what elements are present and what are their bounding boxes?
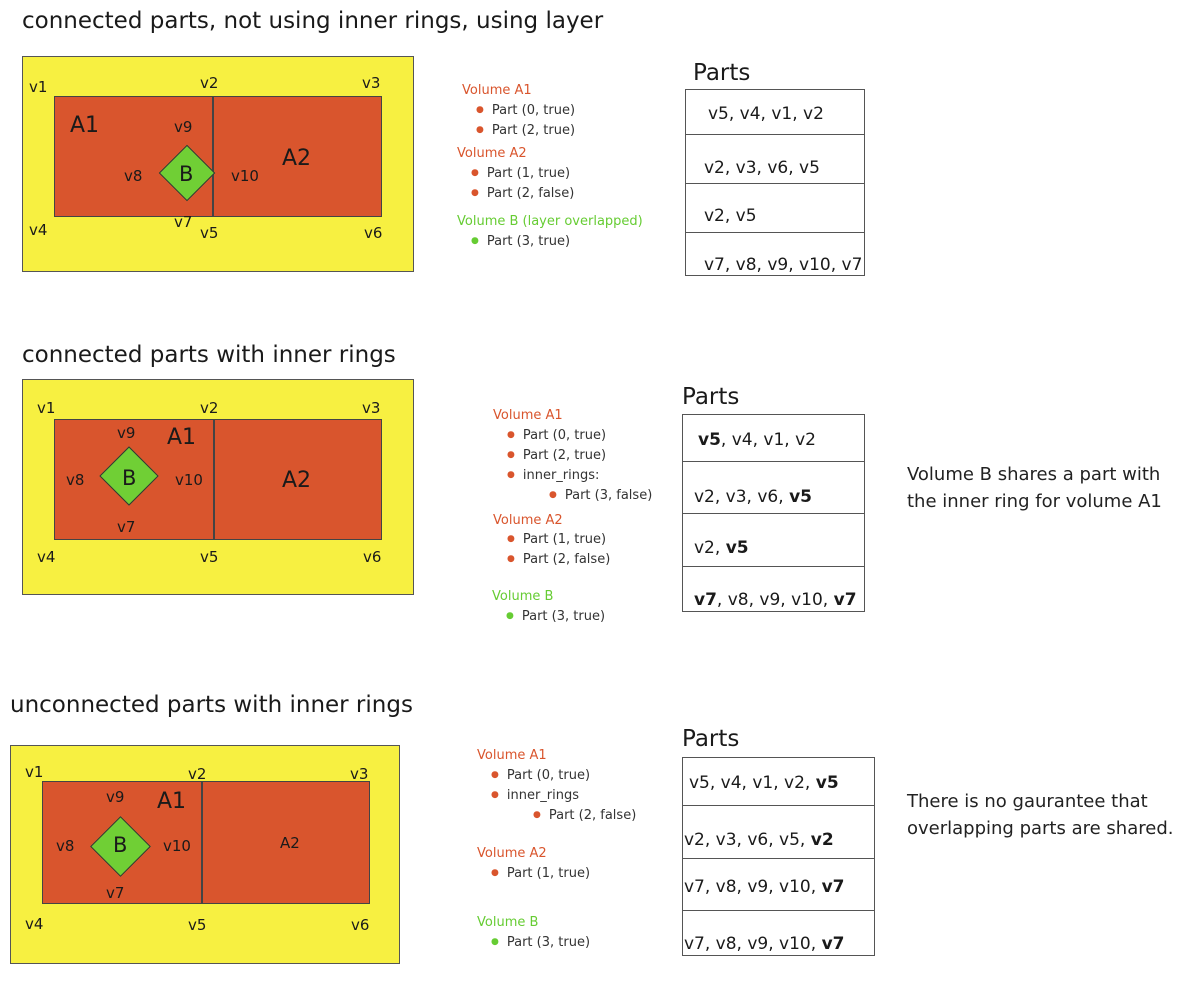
parts-row: v5, v4, v1, v2, v5: [689, 773, 839, 793]
section-3-diagram: A1 A2 B v1 v2 v3 v4 v5 v6 v7 v8 v9 v10: [10, 745, 400, 964]
area-b-label: B: [179, 162, 194, 186]
section-2-diagram: A1 A2 B v1 v2 v3 v4 v5 v6 v7 v8 v9 v10: [22, 379, 414, 595]
a1-a2-boundary: [212, 96, 214, 217]
vertex-v10: v10: [231, 167, 259, 185]
vertex-v3: v3: [362, 74, 381, 92]
vertex-v8: v8: [66, 471, 85, 489]
parts-row: v2, v5: [704, 206, 757, 226]
parts-row: v2, v5: [694, 538, 749, 558]
area-a1-label: A1: [157, 789, 187, 814]
vertex-v10: v10: [175, 471, 203, 489]
section-2-note: Volume B shares a part with the inner ri…: [907, 464, 1162, 512]
parts-row: v2, v3, v6, v5, v2: [684, 830, 834, 850]
volume-b-part: ● Part (3, true): [506, 609, 606, 624]
area-b-label: B: [122, 466, 137, 490]
parts-row: v5, v4, v1, v2: [698, 430, 816, 450]
vertex-v10: v10: [163, 837, 191, 855]
volume-a1-part: ● Part (0, true): [507, 428, 607, 443]
volume-b-title: Volume B: [477, 915, 539, 930]
area-a2-label: A2: [282, 468, 312, 493]
vertex-v3: v3: [350, 765, 369, 783]
area-a1-label: A1: [70, 113, 100, 138]
vertex-v4: v4: [25, 915, 44, 933]
volume-b-title: Volume B: [492, 589, 554, 604]
parts-row: v7, v8, v9, v10, v7: [684, 934, 845, 954]
section-3-parts-title: Parts: [682, 726, 740, 752]
a1-a2-boundary: [213, 419, 215, 540]
volume-a2-title: Volume A2: [493, 513, 563, 528]
vertex-v6: v6: [363, 548, 382, 566]
vertex-v7: v7: [174, 213, 193, 231]
vertex-v2: v2: [200, 399, 219, 417]
vertex-v5: v5: [200, 224, 219, 242]
volume-a1-part: ● Part (0, true): [491, 768, 591, 783]
vertex-v6: v6: [351, 916, 370, 934]
section-2-parts-title: Parts: [682, 384, 740, 410]
vertex-v7: v7: [117, 518, 136, 536]
volume-a1-part: ● Part (0, true): [476, 103, 576, 118]
volume-a1-title: Volume A1: [462, 83, 532, 98]
volume-a2-title: Volume A2: [477, 846, 547, 861]
volume-b-part: ● Part (3, true): [491, 935, 591, 950]
volume-a1-part: ● Part (2, true): [507, 448, 607, 463]
vertex-v7: v7: [106, 884, 125, 902]
parts-row: v5, v4, v1, v2: [708, 104, 824, 124]
parts-row: v2, v3, v6, v5: [704, 158, 820, 178]
volume-a1-title: Volume A1: [493, 408, 563, 423]
section-3-note: There is no gaurantee that overlapping p…: [907, 791, 1174, 839]
vertex-v8: v8: [56, 837, 75, 855]
vertex-v4: v4: [37, 548, 56, 566]
section-1-diagram: A1 A2 B v1 v2 v3 v4 v5 v6 v7 v8 v9 v10: [22, 56, 414, 272]
volume-a2-part: ● Part (1, true): [507, 532, 607, 547]
volume-a2-part: ● Part (1, true): [491, 866, 591, 881]
volume-a1-part: ● Part (2, true): [476, 123, 576, 138]
volume-a2-part: ● Part (1, true): [471, 166, 571, 181]
vertex-v2: v2: [188, 765, 207, 783]
area-a1-label: A1: [167, 425, 197, 450]
volume-b-title: Volume B (layer overlapped): [457, 214, 643, 229]
area-a2-label: A2: [280, 834, 300, 852]
volume-a1-inner-ring-part: ● Part (3, false): [549, 488, 653, 503]
volume-a1-inner-ring-part: ● Part (2, false): [533, 808, 637, 823]
parts-row: v7, v8, v9, v10, v7: [694, 590, 857, 610]
parts-row: v2, v3, v6, v5: [694, 487, 812, 507]
section-2-parts-table: v5, v4, v1, v2 v2, v3, v6, v5 v2, v5 v7,…: [682, 414, 865, 612]
volume-a2-title: Volume A2: [457, 146, 527, 161]
vertex-v2: v2: [200, 74, 219, 92]
section-1-heading: connected parts, not using inner rings, …: [22, 8, 604, 34]
vertex-v5: v5: [200, 548, 219, 566]
vertex-v1: v1: [25, 763, 44, 781]
area-a-region: [42, 781, 370, 904]
vertex-v9: v9: [174, 118, 193, 136]
volume-a2-part: ● Part (2, false): [507, 552, 611, 567]
parts-row: v7, v8, v9, v10, v7: [704, 255, 863, 275]
vertex-v8: v8: [124, 167, 143, 185]
volume-a2-part: ● Part (2, false): [471, 186, 575, 201]
vertex-v1: v1: [29, 78, 48, 96]
a1-a2-boundary: [201, 781, 203, 904]
vertex-v6: v6: [364, 224, 383, 242]
vertex-v4: v4: [29, 221, 48, 239]
section-3-heading: unconnected parts with inner rings: [10, 692, 413, 718]
volume-b-part: ● Part (3, true): [471, 234, 571, 249]
volume-a1-inner-rings: ● inner_rings:: [507, 468, 600, 483]
section-3-parts-table: v5, v4, v1, v2, v5 v2, v3, v6, v5, v2 v7…: [682, 757, 875, 956]
parts-row: v7, v8, v9, v10, v7: [684, 877, 845, 897]
vertex-v9: v9: [117, 424, 136, 442]
volume-a1-title: Volume A1: [477, 748, 547, 763]
vertex-v5: v5: [188, 916, 207, 934]
section-1-parts-table: v5, v4, v1, v2 v2, v3, v6, v5 v2, v5 v7,…: [685, 89, 865, 276]
area-a-region: [54, 96, 382, 217]
vertex-v3: v3: [362, 399, 381, 417]
section-1-parts-title: Parts: [693, 60, 751, 86]
volume-a1-inner-rings: ● inner_rings: [491, 788, 580, 803]
section-2-heading: connected parts with inner rings: [22, 342, 396, 368]
vertex-v1: v1: [37, 399, 56, 417]
vertex-v9: v9: [106, 788, 125, 806]
area-b-label: B: [113, 833, 128, 857]
area-a2-label: A2: [282, 146, 312, 171]
